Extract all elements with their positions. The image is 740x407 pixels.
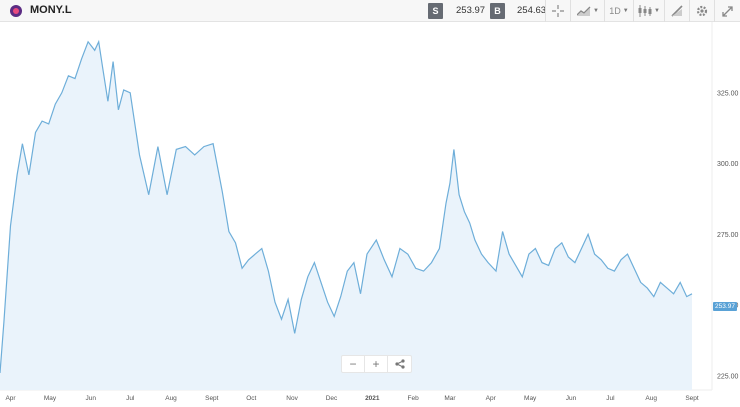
zoom-in-button[interactable]: + (365, 356, 388, 372)
chart-toolbar: MONY.L S 253.97 B 254.63 ▼ 1D ▼ ▼ (0, 0, 740, 22)
toolbar-divider (714, 0, 715, 22)
draw-icon[interactable] (666, 0, 688, 22)
x-tick-label: Sept (685, 395, 699, 402)
sell-price: 253.97 (456, 5, 486, 16)
timeframe-value: 1D (609, 6, 621, 16)
chevron-down-icon: ▼ (622, 8, 629, 14)
x-tick-label: Aug (165, 395, 177, 402)
x-tick-label: May (44, 395, 57, 402)
chart-type-icon[interactable]: ▼ (573, 0, 603, 22)
x-tick-label: Apr (486, 395, 497, 402)
y-tick-label: 325.00 (717, 90, 739, 97)
price-line (0, 39, 693, 374)
x-tick-label: Jul (126, 395, 135, 402)
buy-button[interactable]: B (490, 3, 505, 19)
zoom-controls: − + (341, 355, 412, 373)
buy-price: 254.63 (517, 5, 547, 16)
x-tick-label: Oct (246, 395, 256, 402)
toolbar-divider (664, 0, 665, 22)
zoom-out-button[interactable]: − (342, 356, 365, 372)
instrument-logo-icon (10, 5, 22, 17)
x-tick-label: Apr (5, 395, 16, 402)
x-tick-label: Jun (566, 395, 577, 402)
x-tick-label: May (524, 395, 537, 402)
settings-icon[interactable] (691, 0, 713, 22)
y-tick-label: 225.00 (717, 373, 739, 380)
current-price-tag: 253.97 (713, 302, 737, 311)
fullscreen-icon[interactable] (716, 0, 738, 22)
toolbar-divider (545, 0, 546, 22)
toolbar-divider (689, 0, 690, 22)
chevron-down-icon: ▼ (654, 8, 660, 14)
chevron-down-icon: ▼ (593, 8, 599, 14)
x-tick-label: Nov (286, 395, 298, 402)
toolbar-divider (604, 0, 605, 22)
x-tick-label: Aug (645, 395, 657, 402)
x-tick-label: Sept (205, 395, 219, 402)
x-tick-label: Jun (86, 395, 97, 402)
instrument-symbol[interactable]: MONY.L (30, 4, 72, 16)
x-tick-label: 2021 (365, 395, 380, 402)
share-icon[interactable] (388, 356, 411, 372)
x-tick-label: Dec (326, 395, 338, 402)
crosshair-icon[interactable] (548, 0, 568, 22)
x-tick-label: Mar (444, 395, 456, 402)
y-tick-label: 300.00 (717, 161, 739, 168)
x-tick-label: Jul (606, 395, 615, 402)
x-tick-label: Feb (407, 395, 419, 402)
candles-icon[interactable]: ▼ (635, 0, 663, 22)
toolbar-divider (633, 0, 634, 22)
price-area-fill (0, 41, 692, 391)
x-axis-ticks: Apr May Jun Jul Aug Sept Oct Nov Dec 2021 Feb Mar Ap… (5, 395, 698, 402)
timeframe-select[interactable]: 1D ▼ (606, 0, 632, 22)
sell-button[interactable]: S (428, 3, 443, 19)
toolbar-divider (570, 0, 571, 22)
y-tick-label: 275.00 (717, 232, 739, 239)
